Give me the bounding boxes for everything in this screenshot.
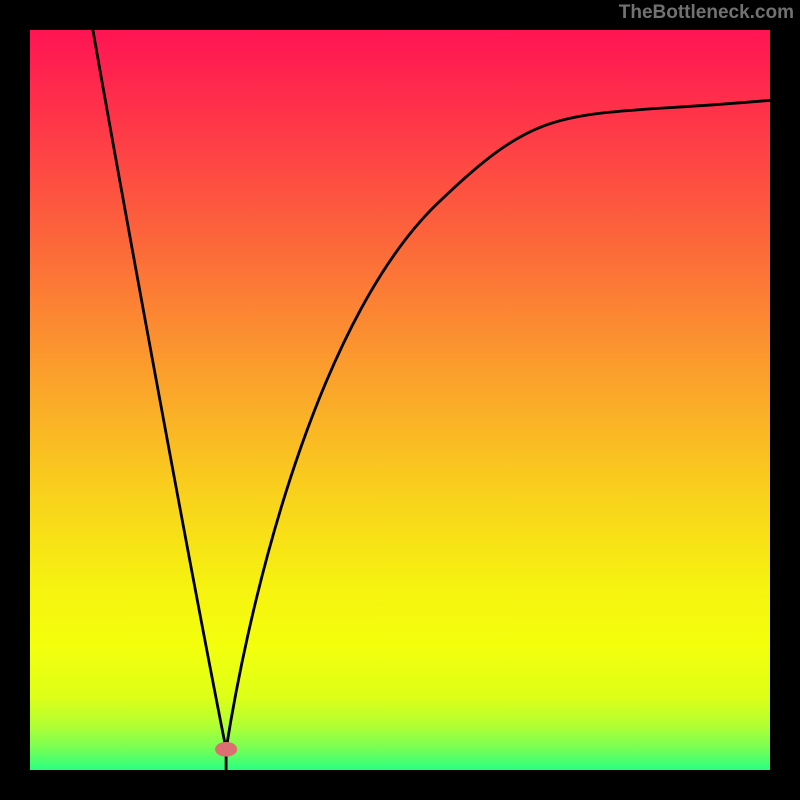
watermark-text: TheBottleneck.com xyxy=(619,2,794,24)
plot-svg xyxy=(30,30,770,770)
minimum-marker xyxy=(215,742,237,757)
plot-area xyxy=(30,30,770,770)
gradient-background xyxy=(30,30,770,770)
chart-frame: TheBottleneck.com xyxy=(0,0,800,800)
